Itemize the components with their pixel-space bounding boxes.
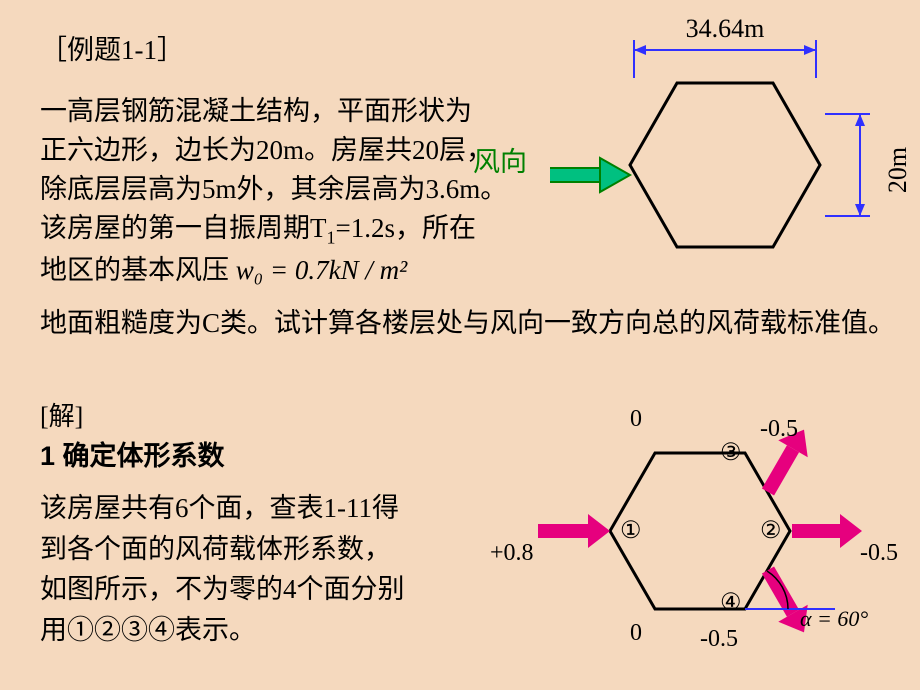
arrow2-head	[840, 514, 862, 548]
p3-l2: 到各个面的风荷载体形系数，	[40, 534, 391, 564]
label-face2: ②	[760, 516, 782, 545]
example-title: ［例题1-1］	[40, 28, 184, 67]
hexagon-top	[630, 83, 820, 247]
p3-l3: 如图所示，不为零的4个面分别	[40, 574, 405, 604]
section-1-title: 1 确定体形系数	[40, 434, 225, 473]
slide: ［例题1-1］ 一高层钢筋混凝土结构，平面形状为 正六边形，边长为20m。房屋共…	[0, 0, 920, 690]
p1-line4a: 该房屋的第一自振周期T	[40, 213, 327, 243]
wind-direction-label: 风向	[473, 140, 527, 179]
label-face3: ③	[720, 438, 742, 467]
label-angle: α = 60°	[800, 606, 868, 632]
dim-h-arrow-right	[804, 45, 816, 55]
label-v3: -0.5	[760, 416, 798, 443]
solution-label: [解]	[40, 396, 83, 433]
arrow1-head	[588, 514, 610, 548]
problem-paragraph-1: 一高层钢筋混凝土结构，平面形状为 正六边形，边长为20m。房屋共20层， 除底层…	[40, 92, 507, 290]
p1-sub: 1	[327, 228, 336, 248]
p1-line5a: 地区的基本风压	[40, 255, 236, 285]
label-v2: -0.5	[860, 540, 898, 567]
arrow1-shaft	[538, 524, 588, 538]
label-zero-bl: 0	[630, 620, 642, 647]
dim-h-arrow-left	[634, 45, 646, 55]
solution-paragraph: 该房屋共有6个面，查表1-11得 到各个面的风荷载体形系数， 如图所示，不为零的…	[40, 488, 405, 650]
dim-v-arrow-b	[855, 204, 865, 216]
arrow3-shaft	[762, 445, 799, 495]
p3-l4: 用①②③④表示。	[40, 615, 256, 645]
base-pressure-formula: w₀ = 0.7kN / m²	[236, 255, 407, 285]
p1-line2: 正六边形，边长为20m。房屋共20层，	[40, 135, 493, 165]
arrow2-shaft	[792, 524, 840, 538]
label-face4: ④	[720, 588, 742, 617]
label-face1: ①	[620, 516, 642, 545]
p3-l1: 该房屋共有6个面，查表1-11得	[40, 493, 399, 523]
label-v4: -0.5	[700, 626, 738, 653]
problem-paragraph-2: 地面粗糙度为C类。试计算各楼层处与风向一致方向总的风荷载标准值。	[40, 304, 895, 343]
label-v1: +0.8	[490, 540, 534, 567]
top-figure-svg	[550, 20, 900, 270]
p1-line3: 除底层层高为5m外，其余层高为3.6m。	[40, 174, 507, 204]
wind-arrow-head	[600, 158, 630, 192]
top-figure	[550, 20, 900, 270]
p1-line4b: =1.2s，所在	[336, 213, 476, 243]
label-zero-tl: 0	[630, 406, 642, 433]
wind-arrow-shaft	[550, 168, 600, 182]
dim-v-arrow-t	[855, 114, 865, 126]
p1-line1: 一高层钢筋混凝土结构，平面形状为	[40, 96, 472, 126]
